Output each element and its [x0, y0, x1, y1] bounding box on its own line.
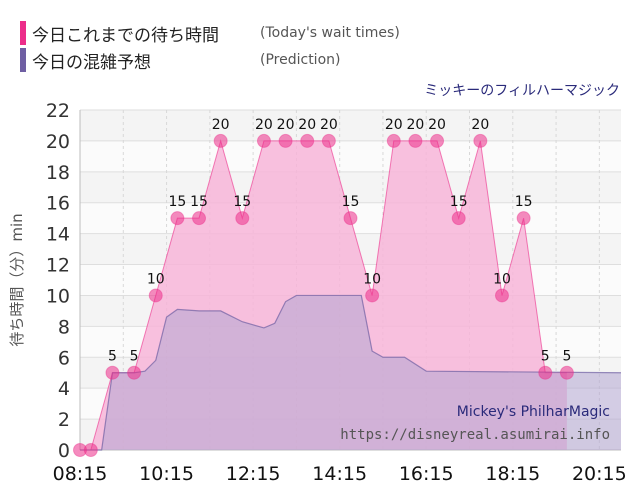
data-label: 20: [385, 117, 403, 133]
data-label: 20: [277, 117, 295, 133]
data-label: 5: [130, 349, 139, 365]
data-label: 20: [298, 117, 316, 133]
actual-point: [300, 133, 315, 148]
actual-point: [451, 211, 466, 226]
data-label: 5: [541, 349, 550, 365]
y-axis-title: 待ち時間（分）min: [8, 213, 26, 346]
attraction-name: ミッキーのフィルハーマジック: [424, 83, 620, 99]
y-tick-label: 10: [46, 285, 70, 307]
y-tick-label: 16: [46, 193, 70, 215]
legend-actual-swatch: [20, 21, 26, 45]
data-label: 15: [233, 194, 251, 210]
actual-point: [559, 365, 574, 380]
x-tick-label: 20:15: [572, 463, 627, 485]
actual-point: [473, 133, 488, 148]
actual-point: [321, 133, 336, 148]
data-label: 15: [450, 194, 468, 210]
actual-point: [83, 443, 98, 457]
actual-point: [430, 133, 445, 148]
watermark-url: https://disneyreal.asumirai.info: [340, 427, 610, 443]
x-tick-label: 18:15: [485, 463, 540, 485]
legend-prediction-label: 今日の混雑予想: [32, 52, 151, 73]
actual-point: [105, 365, 120, 380]
actual-point: [386, 133, 401, 148]
y-tick-label: 8: [58, 316, 70, 338]
y-tick-label: 6: [58, 347, 70, 369]
grid-band: [80, 171, 621, 203]
data-label: 10: [363, 271, 381, 287]
legend-prediction-swatch: [20, 48, 26, 72]
data-label: 20: [212, 117, 230, 133]
actual-point: [516, 211, 531, 226]
actual-line: [80, 139, 567, 451]
legend-actual-label-en: (Today's wait times): [260, 25, 400, 41]
legend-actual-label: 今日これまでの待ち時間: [32, 25, 219, 46]
grid-band: [80, 110, 621, 141]
data-label: 20: [255, 117, 273, 133]
prediction-line: [80, 294, 622, 451]
actual-point: [278, 133, 293, 148]
legend-prediction: 今日の混雑予想 (Prediction): [20, 47, 340, 73]
x-tick-label: 12:15: [226, 463, 281, 485]
actual-point: [494, 288, 509, 303]
prediction-area: [80, 295, 621, 450]
actual-point: [538, 365, 553, 380]
data-label: 15: [515, 194, 533, 210]
y-tick-label: 22: [46, 100, 70, 122]
prediction-series: [80, 294, 622, 451]
actual-point: [235, 211, 250, 226]
y-tick-label: 18: [46, 162, 70, 184]
y-tick-label: 4: [58, 378, 70, 400]
grid-band: [80, 140, 621, 172]
watermark-title: Mickey's PhilharMagic: [456, 404, 610, 420]
legend-prediction-label-en: (Prediction): [260, 52, 341, 68]
x-tick-label: 16:15: [399, 463, 454, 485]
data-label: 20: [471, 117, 489, 133]
actual-point: [256, 133, 271, 148]
y-tick-label: 14: [46, 224, 70, 246]
y-tick-label: 12: [46, 255, 70, 277]
x-tick-label: 08:15: [53, 463, 108, 485]
actual-point: [365, 288, 380, 303]
data-label: 20: [407, 117, 425, 133]
actual-point: [213, 133, 228, 148]
x-tick-label: 10:15: [139, 463, 194, 485]
data-label: 20: [428, 117, 446, 133]
data-label: 15: [342, 194, 360, 210]
actual-point: [148, 288, 163, 303]
data-label: 15: [190, 194, 208, 210]
actual-point: [170, 211, 185, 226]
data-label: 20: [320, 117, 338, 133]
actual-point: [127, 365, 142, 380]
y-tick-label: 20: [46, 131, 70, 153]
y-tick-label: 0: [58, 440, 70, 462]
data-label: 5: [108, 349, 117, 365]
x-tick-label: 14:15: [312, 463, 367, 485]
data-label: 5: [562, 349, 571, 365]
legend-actual: 今日これまでの待ち時間 (Today's wait times): [20, 20, 400, 46]
data-label: 10: [493, 271, 511, 287]
actual-point: [192, 211, 207, 226]
actual-point: [408, 133, 423, 148]
actual-point: [343, 211, 358, 226]
y-tick-label: 2: [58, 409, 70, 431]
data-label: 15: [168, 194, 186, 210]
data-label: 10: [147, 271, 165, 287]
